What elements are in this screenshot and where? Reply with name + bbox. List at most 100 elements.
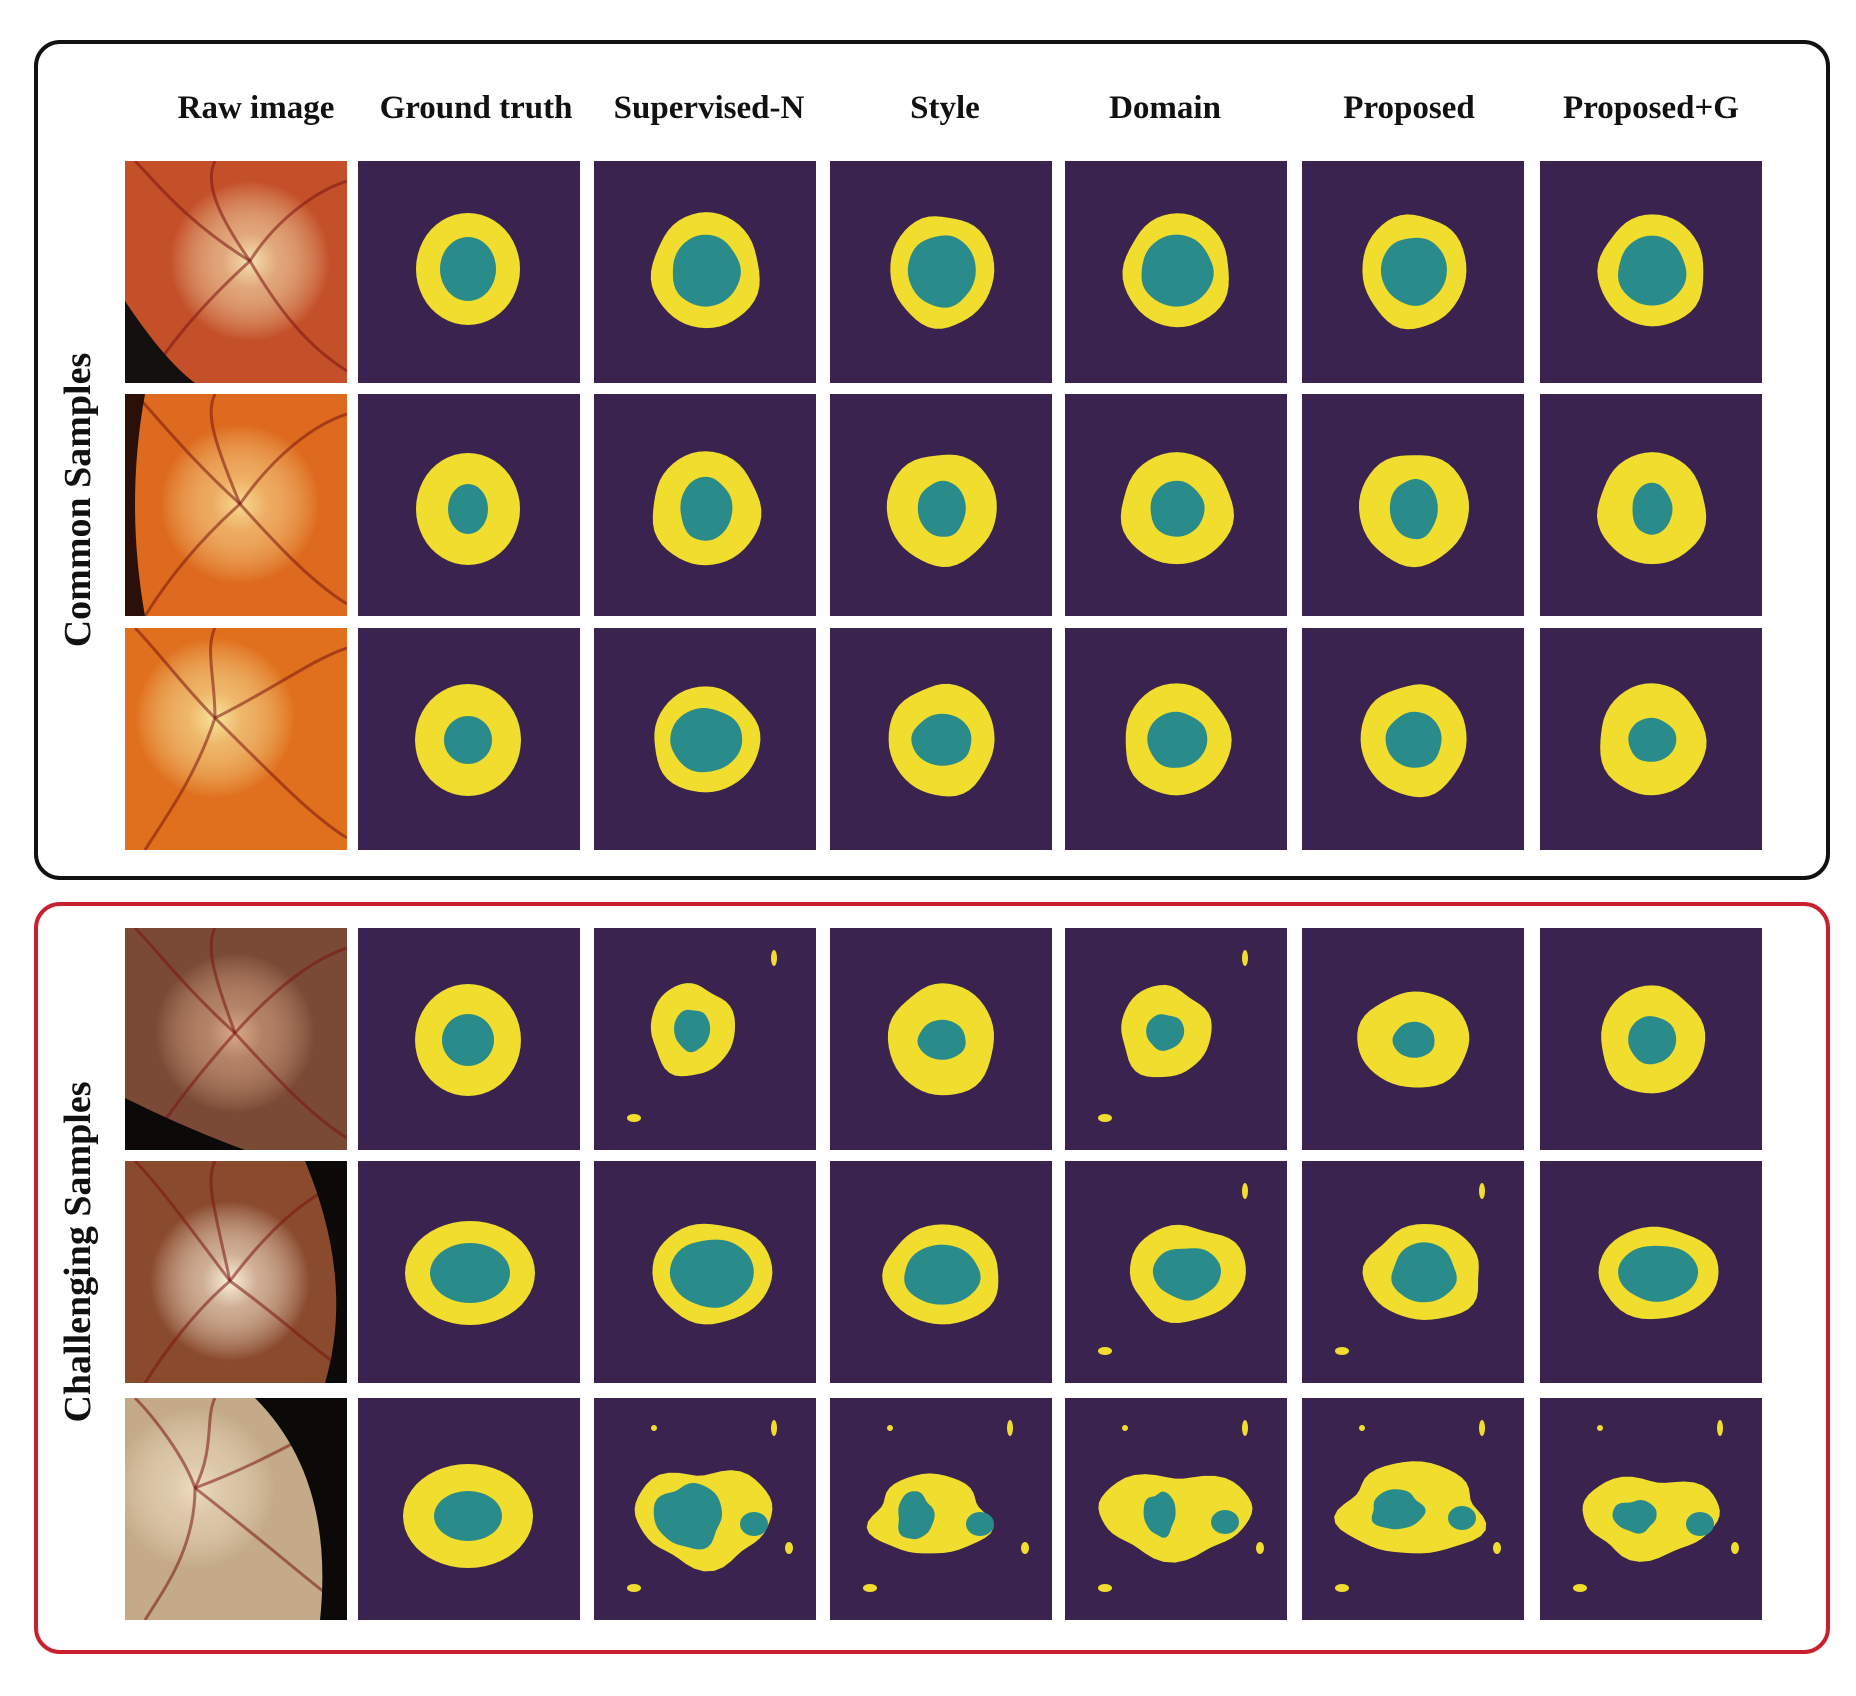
segmentation-mask-row4-supervised-n bbox=[594, 928, 816, 1150]
mask-fragment bbox=[1335, 1347, 1349, 1355]
optic-cup-mask bbox=[1632, 482, 1673, 535]
optic-cup-mask bbox=[1618, 1245, 1699, 1302]
fundus-vessel bbox=[143, 717, 217, 850]
mask-fragment bbox=[863, 1584, 877, 1592]
segmentation-mask-row6-supervised-n bbox=[594, 1398, 816, 1620]
fundus-vessel bbox=[209, 928, 237, 1034]
fundus-vessel bbox=[143, 1279, 231, 1383]
mask-fragment bbox=[1573, 1584, 1587, 1592]
fundus-vessel bbox=[238, 502, 347, 606]
optic-cup-mask bbox=[1385, 711, 1442, 768]
mask-fragment bbox=[1256, 1542, 1264, 1554]
fundus-vessel bbox=[209, 161, 252, 262]
mask-fragment bbox=[785, 1542, 793, 1554]
fundus-vessel bbox=[233, 1031, 347, 1140]
optic-cup-mask bbox=[448, 484, 488, 534]
segmentation-mask-row1-style bbox=[830, 161, 1052, 383]
mask-fragment bbox=[1493, 1542, 1501, 1554]
segmentation-mask-row1-domain bbox=[1065, 161, 1287, 383]
optic-cup-mask bbox=[430, 1243, 510, 1303]
optic-cup-fragment bbox=[1448, 1506, 1476, 1530]
optic-cup-mask bbox=[1618, 235, 1687, 306]
fundus-optic-disc-glow bbox=[125, 1408, 275, 1568]
mask-fragment bbox=[1098, 1347, 1112, 1355]
group-label-common-samples: Common Samples bbox=[57, 352, 99, 648]
segmentation-mask-row6-proposed-g bbox=[1540, 1398, 1762, 1620]
segmentation-mask-row3-style bbox=[830, 628, 1052, 850]
optic-cup-mask bbox=[1150, 480, 1205, 537]
mask-fragment bbox=[887, 1425, 893, 1431]
fundus-image-row5-raw-image bbox=[125, 1161, 347, 1383]
optic-cup-mask bbox=[1146, 1014, 1185, 1051]
segmentation-mask-row1-ground-truth bbox=[358, 161, 580, 383]
fundus-vessel bbox=[133, 928, 237, 1035]
segmentation-mask-row6-domain bbox=[1065, 1398, 1287, 1620]
segmentation-mask-row2-proposed bbox=[1302, 394, 1524, 616]
fundus-image-row3-raw-image bbox=[125, 628, 347, 850]
fundus-dark-border bbox=[125, 394, 145, 616]
optic-cup-mask bbox=[442, 1014, 494, 1066]
segmentation-mask-row2-domain bbox=[1065, 394, 1287, 616]
column-header-style: Style bbox=[910, 90, 980, 126]
fundus-vessel bbox=[238, 412, 347, 505]
fundus-vessel bbox=[143, 1487, 197, 1620]
fundus-dark-border bbox=[125, 301, 195, 383]
fundus-dark-border bbox=[305, 1161, 347, 1383]
optic-cup-mask bbox=[917, 1019, 966, 1060]
optic-cup-mask bbox=[1628, 1016, 1677, 1065]
segmentation-mask-row2-proposed-g bbox=[1540, 394, 1762, 616]
optic-cup-mask bbox=[898, 1491, 935, 1540]
mask-fragment bbox=[1335, 1584, 1349, 1592]
column-header-proposed: Proposed bbox=[1343, 90, 1475, 126]
optic-cup-fragment bbox=[1211, 1510, 1239, 1534]
fundus-vessel bbox=[133, 1398, 197, 1489]
segmentation-mask-row3-proposed-g bbox=[1540, 628, 1762, 850]
optic-cup-mask bbox=[1612, 1500, 1657, 1534]
fundus-vessel bbox=[214, 646, 347, 720]
segmentation-mask-row3-ground-truth bbox=[358, 628, 580, 850]
optic-cup-mask bbox=[434, 1491, 502, 1541]
optic-cup-mask bbox=[653, 1482, 722, 1550]
common-samples-panel bbox=[34, 40, 1830, 880]
group-label-challenging-samples: Challenging Samples bbox=[57, 1081, 99, 1423]
optic-cup-mask bbox=[1371, 1489, 1426, 1530]
optic-cup-mask bbox=[444, 716, 492, 764]
segmentation-mask-row6-ground-truth bbox=[358, 1398, 580, 1620]
mask-fragment bbox=[627, 1114, 641, 1122]
optic-cup-mask bbox=[1147, 711, 1208, 768]
column-header-raw-image: Raw image bbox=[177, 90, 335, 126]
fundus-vessel bbox=[248, 179, 347, 262]
segmentation-mask-row6-style bbox=[830, 1398, 1052, 1620]
mask-fragment bbox=[1479, 1420, 1485, 1436]
segmentation-mask-row5-proposed bbox=[1302, 1161, 1524, 1383]
segmentation-mask-row2-supervised-n bbox=[594, 394, 816, 616]
column-header-proposed-g: Proposed+G bbox=[1563, 90, 1739, 126]
optic-cup-mask bbox=[1389, 479, 1438, 540]
mask-fragment bbox=[771, 950, 777, 966]
mask-fragment bbox=[1098, 1584, 1112, 1592]
fundus-vessel bbox=[133, 628, 217, 720]
fundus-vessel bbox=[209, 1161, 232, 1282]
segmentation-mask-row1-proposed-g bbox=[1540, 161, 1762, 383]
mask-fragment bbox=[627, 1584, 641, 1592]
segmentation-mask-row5-style bbox=[830, 1161, 1052, 1383]
fundus-vessel bbox=[209, 628, 217, 719]
fundus-image-row6-raw-image bbox=[125, 1398, 347, 1620]
fundus-image-row1-raw-image bbox=[125, 161, 347, 383]
segmentation-mask-row2-style bbox=[830, 394, 1052, 616]
optic-cup-mask bbox=[670, 708, 743, 773]
mask-fragment bbox=[651, 1425, 657, 1431]
mask-fragment bbox=[1597, 1425, 1603, 1431]
optic-cup-mask bbox=[917, 480, 966, 537]
mask-fragment bbox=[1479, 1183, 1485, 1199]
segmentation-mask-row4-proposed bbox=[1302, 928, 1524, 1150]
fundus-vessel bbox=[143, 502, 241, 616]
optic-cup-fragment bbox=[740, 1512, 768, 1536]
fundus-vessel bbox=[233, 946, 347, 1034]
segmentation-mask-row4-style bbox=[830, 928, 1052, 1150]
mask-fragment bbox=[1021, 1542, 1029, 1554]
column-header-supervised-n: Supervised-N bbox=[613, 90, 805, 126]
segmentation-mask-row5-domain bbox=[1065, 1161, 1287, 1383]
fundus-image-row2-raw-image bbox=[125, 394, 347, 616]
mask-fragment bbox=[1242, 1420, 1248, 1436]
